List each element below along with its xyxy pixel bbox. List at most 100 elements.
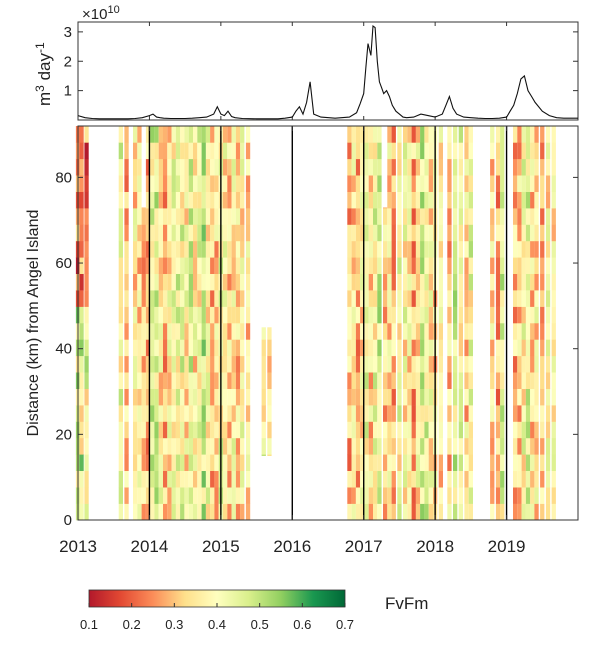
heatmap-cell bbox=[201, 306, 206, 324]
heatmap-cell bbox=[364, 454, 369, 471]
heatmap-cell bbox=[490, 290, 495, 307]
heatmap-cell bbox=[240, 158, 245, 176]
heatmap-cell bbox=[245, 470, 251, 488]
heatmap-cell bbox=[530, 323, 535, 340]
heatmap-cell bbox=[464, 405, 469, 422]
heatmap-cell bbox=[214, 257, 219, 274]
heatmap-cell bbox=[373, 388, 378, 406]
heatmap-cell bbox=[424, 175, 429, 192]
heatmap-cell bbox=[368, 306, 373, 324]
heatmap-cell bbox=[490, 372, 495, 389]
heatmap-cell bbox=[420, 388, 425, 406]
heatmap-cell bbox=[438, 470, 443, 488]
heatmap-cell bbox=[351, 503, 356, 521]
heatmap-cell bbox=[500, 454, 505, 471]
heatmap-cell bbox=[158, 306, 163, 324]
heatmap-cell bbox=[391, 323, 396, 340]
heatmap-cell bbox=[438, 421, 443, 439]
heatmap-cell bbox=[468, 323, 473, 340]
heatmap-cell bbox=[175, 323, 181, 340]
heatmap-cell bbox=[517, 257, 522, 274]
heatmap-cell bbox=[163, 437, 168, 455]
heatmap-cell bbox=[355, 454, 361, 471]
heatmap-cell bbox=[205, 355, 211, 373]
heatmap-cell bbox=[495, 158, 501, 176]
heatmap-cell bbox=[188, 240, 193, 258]
heatmap-cell bbox=[141, 306, 146, 324]
heatmap-cell bbox=[364, 126, 369, 143]
heatmap-cell bbox=[175, 470, 181, 488]
heatmap-cell bbox=[180, 470, 185, 488]
heatmap-cell bbox=[214, 503, 219, 521]
heatmap-cell bbox=[534, 372, 539, 389]
heatmap-cell bbox=[521, 454, 526, 471]
heatmap-cell bbox=[210, 290, 215, 307]
heatmap-cell bbox=[141, 207, 146, 209]
heatmap-cell bbox=[214, 454, 219, 471]
heatmap-cell bbox=[500, 175, 505, 192]
heatmap-cell bbox=[214, 421, 219, 439]
heatmap-cell bbox=[171, 158, 176, 176]
heatmap-cell bbox=[351, 306, 356, 324]
heatmap-cell bbox=[214, 290, 219, 307]
heatmap-cell bbox=[210, 355, 215, 373]
heatmap-cell bbox=[360, 323, 365, 340]
heatmap-cell bbox=[150, 405, 155, 422]
heatmap-cell bbox=[184, 487, 189, 504]
heatmap-cell bbox=[197, 487, 202, 504]
heatmap-cell bbox=[447, 454, 452, 471]
heatmap-cell bbox=[420, 142, 425, 160]
heatmap-cell bbox=[377, 208, 382, 225]
heatmap-cell bbox=[534, 421, 539, 439]
heatmap-cell bbox=[377, 240, 382, 258]
flow-ytick-label: 3 bbox=[64, 24, 72, 41]
heatmap-cell bbox=[490, 470, 495, 488]
heatmap-cell bbox=[184, 257, 189, 274]
heatmap-cell bbox=[513, 372, 518, 389]
heatmap-cell bbox=[530, 437, 535, 455]
heatmap-cell bbox=[438, 142, 443, 160]
heatmap-cell bbox=[261, 388, 266, 406]
heatmap-cell bbox=[118, 306, 123, 324]
heatmap-cell bbox=[201, 454, 206, 471]
heatmap-cell bbox=[355, 437, 361, 455]
heatmap-cell bbox=[201, 142, 206, 160]
heatmap-cell bbox=[428, 191, 433, 209]
heatmap-cell bbox=[387, 158, 392, 176]
heatmap-cell bbox=[227, 405, 232, 422]
heatmap-cell bbox=[411, 339, 416, 357]
colorbar-tick-label: 0.1 bbox=[80, 617, 98, 632]
heatmap-cell bbox=[415, 405, 421, 422]
heatmap-cell bbox=[141, 437, 146, 455]
heatmap-cell bbox=[184, 175, 189, 192]
heatmap-cell bbox=[351, 208, 356, 225]
heatmap-cell bbox=[201, 175, 206, 192]
heatmap-cell bbox=[397, 388, 402, 406]
heatmap-cell bbox=[513, 339, 518, 357]
heatmap-cell bbox=[383, 323, 388, 340]
heatmap-cell bbox=[235, 388, 241, 406]
heatmap-cell bbox=[468, 372, 473, 389]
heatmap-cell bbox=[79, 257, 84, 274]
heatmap-cell bbox=[397, 306, 402, 324]
heatmap-cell bbox=[240, 487, 245, 504]
heatmap-cell bbox=[360, 405, 365, 422]
heatmap-xtick-label: 2016 bbox=[273, 537, 311, 556]
heatmap-cell bbox=[175, 405, 181, 422]
heatmap-cell bbox=[193, 142, 198, 160]
heatmap-cell bbox=[530, 487, 535, 504]
heatmap-cell bbox=[231, 355, 236, 373]
heatmap-cell bbox=[197, 388, 202, 406]
heatmap-cell bbox=[118, 126, 123, 143]
heatmap-cell bbox=[210, 470, 215, 488]
heatmap-cell bbox=[145, 323, 151, 340]
heatmap-cell bbox=[133, 388, 138, 406]
heatmap-cell bbox=[415, 421, 421, 439]
heatmap-cell bbox=[351, 240, 356, 258]
heatmap-cell bbox=[214, 273, 219, 291]
heatmap-cell bbox=[521, 142, 526, 160]
heatmap-cell bbox=[364, 355, 369, 373]
heatmap-cell bbox=[79, 388, 84, 406]
heatmap-cell bbox=[377, 158, 382, 176]
